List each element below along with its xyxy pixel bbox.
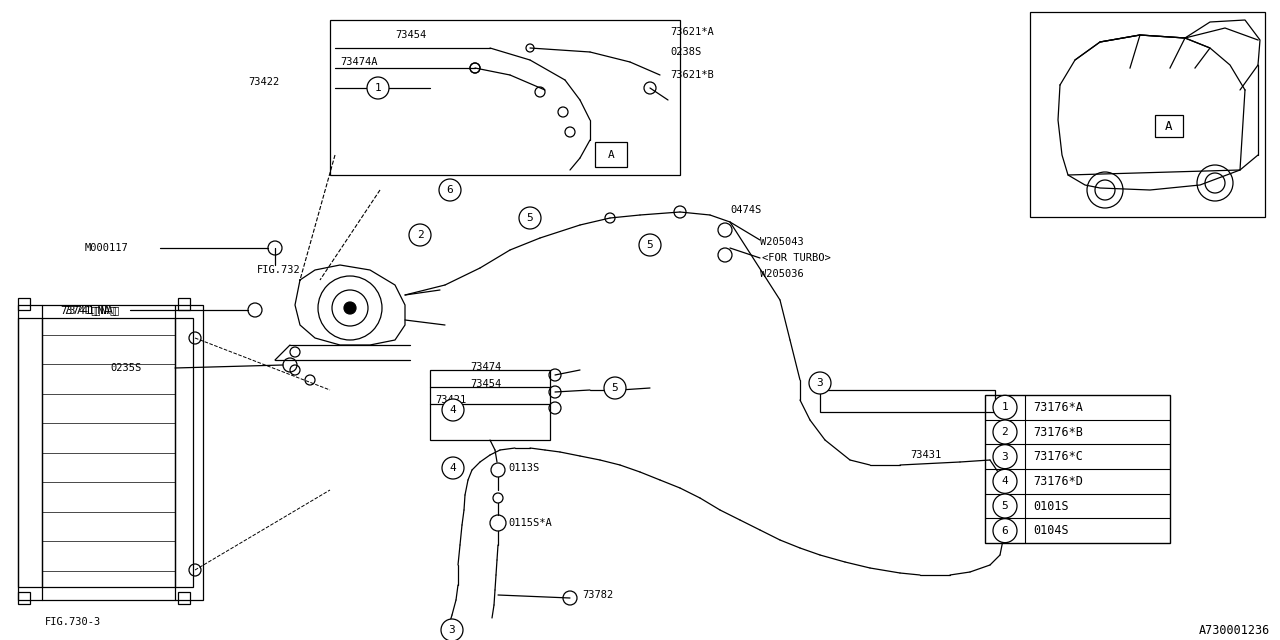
Circle shape [809, 372, 831, 394]
Text: 3: 3 [1002, 452, 1009, 461]
Circle shape [442, 619, 463, 640]
Text: M000117: M000117 [84, 243, 129, 253]
Text: 73431: 73431 [910, 450, 941, 460]
Text: W205043: W205043 [760, 237, 804, 247]
Text: 5: 5 [612, 383, 618, 393]
Bar [595, 142, 627, 167]
Text: 1: 1 [1002, 403, 1009, 412]
Bar [1155, 115, 1183, 137]
Text: 73176*C: 73176*C [1033, 450, 1083, 463]
Text: 73176*A: 73176*A [1033, 401, 1083, 414]
Bar [18, 592, 29, 604]
Text: 73474A: 73474A [340, 57, 378, 67]
Text: 73421: 73421 [435, 395, 466, 405]
Text: 5: 5 [646, 240, 653, 250]
Circle shape [518, 207, 541, 229]
Text: 73741〈NA〉: 73741〈NA〉 [63, 305, 119, 315]
Circle shape [993, 445, 1018, 468]
Circle shape [993, 518, 1018, 543]
Text: 0104S: 0104S [1033, 524, 1069, 537]
Text: 73454: 73454 [396, 30, 426, 40]
Circle shape [993, 469, 1018, 493]
Circle shape [993, 494, 1018, 518]
Text: 73176*B: 73176*B [1033, 426, 1083, 438]
Bar [175, 318, 193, 587]
Text: A730001236: A730001236 [1199, 623, 1270, 637]
Bar [330, 20, 680, 175]
Bar [178, 298, 189, 310]
Circle shape [439, 179, 461, 201]
Text: FIG.730-3: FIG.730-3 [45, 617, 101, 627]
Bar [820, 390, 995, 412]
Text: 73621*B: 73621*B [669, 70, 714, 80]
Text: 6: 6 [1002, 525, 1009, 536]
Bar [18, 305, 204, 600]
Text: FIG.732: FIG.732 [257, 265, 301, 275]
Circle shape [639, 234, 660, 256]
Text: W205036: W205036 [760, 269, 804, 279]
Text: 0113S: 0113S [508, 463, 539, 473]
Circle shape [367, 77, 389, 99]
Text: 0474S: 0474S [730, 205, 762, 215]
Circle shape [993, 420, 1018, 444]
Circle shape [442, 457, 465, 479]
Text: A: A [1165, 120, 1172, 132]
Text: 73621*A: 73621*A [669, 27, 714, 37]
Text: A: A [608, 150, 614, 160]
Text: 2: 2 [1002, 427, 1009, 437]
Text: 5: 5 [526, 213, 534, 223]
Text: 4: 4 [449, 405, 457, 415]
Text: 73454: 73454 [470, 379, 502, 389]
Circle shape [993, 396, 1018, 419]
Text: 0101S: 0101S [1033, 499, 1069, 513]
Circle shape [344, 302, 356, 314]
Text: 4: 4 [1002, 476, 1009, 486]
Circle shape [410, 224, 431, 246]
Text: <FOR TURBO>: <FOR TURBO> [762, 253, 831, 263]
Bar [1030, 12, 1265, 217]
Bar [18, 298, 29, 310]
Text: 0235S: 0235S [110, 363, 141, 373]
Text: 2: 2 [416, 230, 424, 240]
Text: 73782: 73782 [582, 590, 613, 600]
Text: 73176*D: 73176*D [1033, 475, 1083, 488]
Text: 0238S: 0238S [669, 47, 701, 57]
Text: 1: 1 [375, 83, 381, 93]
Bar [986, 395, 1170, 543]
Text: 4: 4 [449, 463, 457, 473]
Bar [430, 370, 550, 440]
Circle shape [604, 377, 626, 399]
Text: 3: 3 [817, 378, 823, 388]
Text: 73474: 73474 [470, 362, 502, 372]
Bar [18, 318, 42, 587]
Bar [178, 592, 189, 604]
Text: 3: 3 [448, 625, 456, 635]
Text: 5: 5 [1002, 501, 1009, 511]
Text: 73422: 73422 [248, 77, 279, 87]
Text: 0115S*A: 0115S*A [508, 518, 552, 528]
Text: 6: 6 [447, 185, 453, 195]
Circle shape [442, 399, 465, 421]
Text: 73741〈NA〉: 73741〈NA〉 [60, 305, 116, 315]
